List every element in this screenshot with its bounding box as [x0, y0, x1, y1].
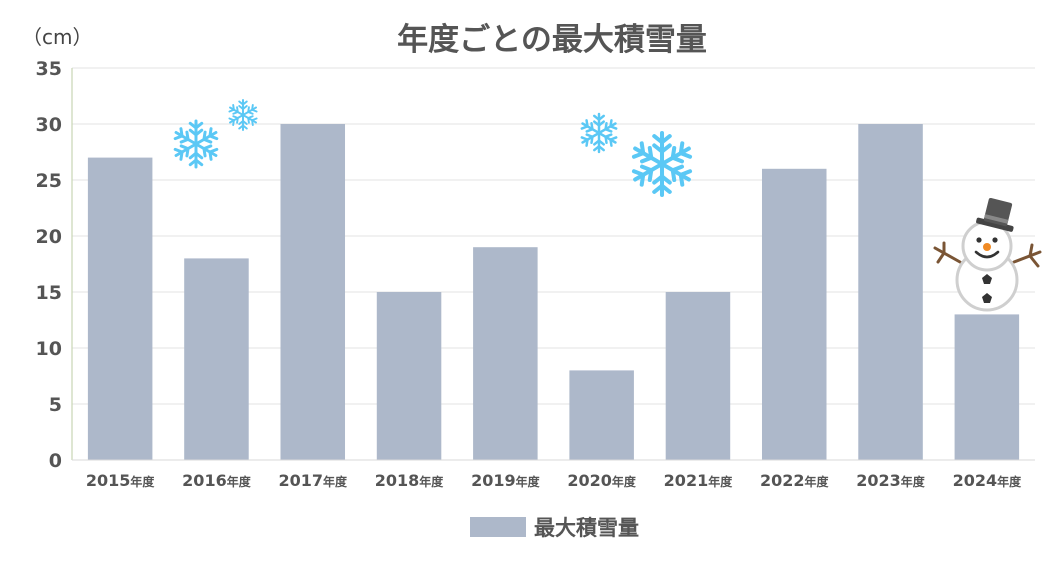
x-tick-label: 2020年度 [567, 471, 637, 490]
x-tick-label: 2022年度 [760, 471, 830, 490]
x-tick-label: 2021年度 [664, 471, 734, 490]
legend-label: 最大積雪量 [534, 516, 639, 540]
y-axis-unit-label: （cm） [22, 25, 92, 49]
snowflake-icon [631, 133, 692, 195]
snowflake-icon [173, 121, 219, 167]
y-tick-label: 15 [36, 282, 62, 304]
snowflake-icon [580, 114, 618, 152]
x-tick-label: 2019年度 [471, 471, 541, 490]
x-tick-label: 2023年度 [856, 471, 926, 490]
legend-swatch [470, 517, 526, 537]
bar-2023年度 [858, 124, 923, 460]
y-tick-label: 30 [36, 114, 62, 136]
chart-title: 年度ごとの最大積雪量 [397, 22, 707, 58]
bar-2018年度 [376, 292, 442, 460]
bar-2022年度 [761, 168, 827, 461]
y-tick-label: 20 [36, 226, 62, 248]
x-tick-label: 2016年度 [182, 471, 252, 490]
x-axis-ticks: 2015年度 2016年度 2017年度 2018年度 2019年度 2020年度 2021… [86, 471, 1022, 490]
y-tick-label: 0 [49, 450, 62, 472]
bar-2015年度 [87, 157, 153, 460]
y-tick-label: 5 [49, 394, 62, 416]
bars [87, 124, 1020, 461]
x-tick-label: 2017年度 [278, 471, 348, 490]
bar-2019年度 [473, 247, 538, 460]
y-tick-label: 10 [36, 338, 62, 360]
snowflake-icon [228, 100, 258, 130]
y-axis-ticks: 0 5 10 15 20 25 30 35 [36, 58, 62, 472]
bar-2017年度 [280, 124, 346, 460]
bar-2024年度 [954, 314, 1020, 460]
bar-2016年度 [184, 258, 249, 460]
snowman-icon [933, 197, 1042, 312]
bar-2021年度 [665, 292, 731, 460]
y-tick-label: 25 [36, 170, 62, 192]
y-tick-label: 35 [36, 58, 62, 80]
bar-2020年度 [569, 370, 634, 460]
x-tick-label: 2018年度 [375, 471, 445, 490]
x-tick-label: 2015年度 [86, 471, 156, 490]
x-tick-label: 2024年度 [953, 471, 1023, 490]
